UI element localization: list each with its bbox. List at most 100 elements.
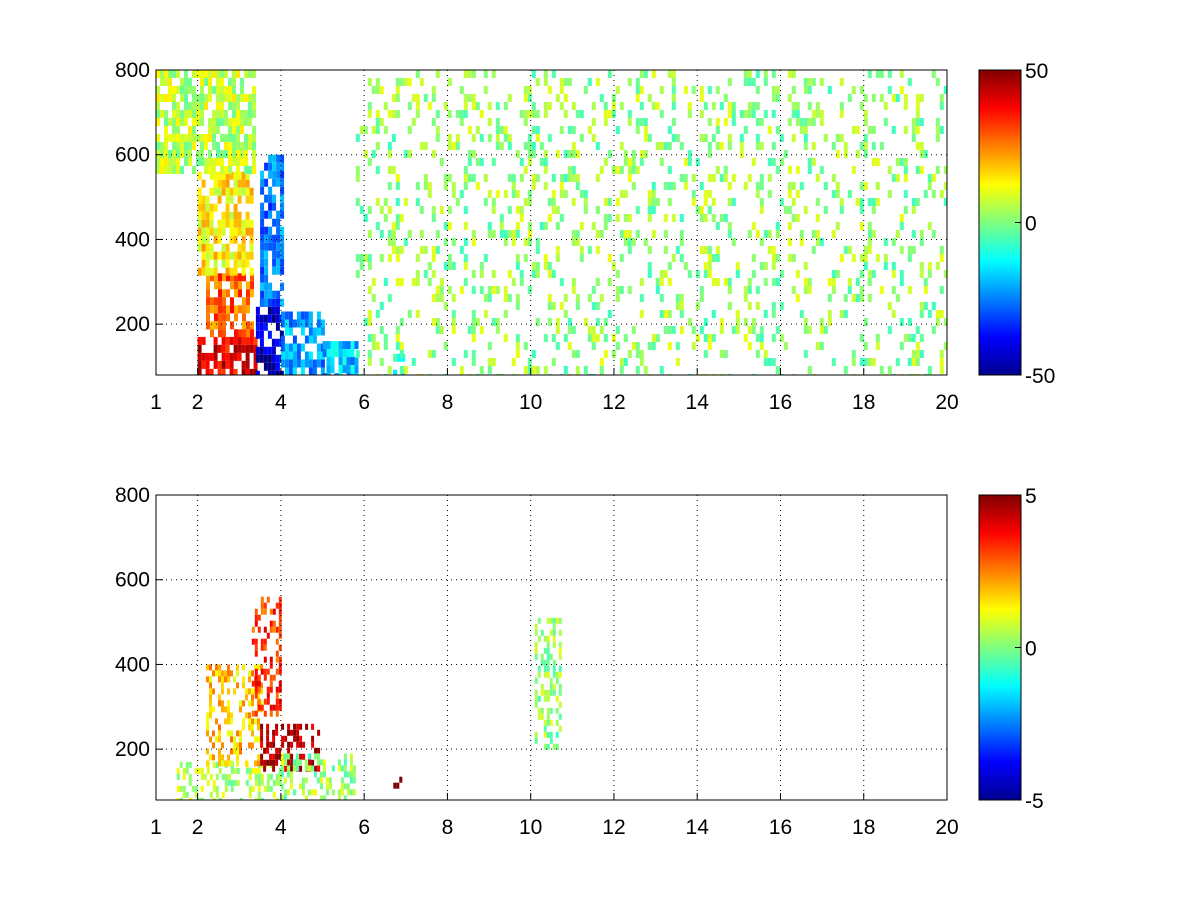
- heatmap-cell: [346, 789, 350, 796]
- heatmap-cell: [168, 86, 172, 94]
- heatmap-cell: [535, 126, 540, 134]
- heatmap-cell: [679, 310, 684, 318]
- heatmap-cell: [939, 190, 944, 198]
- heatmap-cell: [283, 759, 287, 766]
- heatmap-cell: [334, 373, 339, 375]
- heatmap-cell: [863, 110, 868, 118]
- heatmap-cell: [295, 753, 299, 760]
- heatmap-cell: [383, 102, 388, 110]
- heatmap-cell: [459, 86, 464, 94]
- heatmap-cell: [216, 150, 220, 158]
- heatmap-cell: [172, 166, 176, 174]
- heatmap-cell: [272, 626, 276, 633]
- heatmap-cell: [815, 174, 820, 182]
- heatmap-cell: [835, 134, 840, 142]
- heatmap-cell: [775, 126, 780, 134]
- heatmap-cell: [269, 620, 273, 627]
- heatmap-cell: [939, 126, 944, 134]
- heatmap-cell: [859, 358, 864, 366]
- heatmap-cell: [266, 759, 270, 766]
- heatmap-cell: [201, 336, 206, 345]
- x-tick-label: 4: [275, 816, 287, 839]
- heatmap-cell: [403, 238, 408, 246]
- heatmap-cell: [251, 670, 254, 677]
- heatmap-cell: [322, 341, 327, 350]
- heatmap-cell: [216, 78, 220, 86]
- heatmap-cell: [939, 102, 944, 110]
- heatmap-cell: [194, 791, 198, 798]
- heatmap-cell: [395, 78, 400, 86]
- heatmap-cell: [555, 326, 560, 334]
- heatmap-cell: [224, 670, 227, 677]
- heatmap-cell: [583, 190, 588, 198]
- heatmap-cell: [248, 785, 252, 792]
- heatmap-cell: [346, 373, 351, 375]
- heatmap-cell: [260, 735, 264, 742]
- heatmap-cell: [284, 359, 289, 368]
- bottom-heatmap-cells: [176, 596, 562, 800]
- heatmap-cell: [667, 310, 672, 318]
- heatmap-cell: [220, 110, 224, 118]
- heatmap-cell: [631, 238, 636, 246]
- heatmap-cell: [397, 353, 402, 362]
- heatmap-cell: [239, 736, 242, 743]
- heatmap-cell: [197, 203, 202, 212]
- heatmap-cell: [771, 142, 776, 150]
- heatmap-cell: [246, 305, 250, 314]
- heatmap-cell: [245, 344, 250, 353]
- heatmap-cell: [293, 735, 297, 742]
- heatmap-cell: [463, 70, 468, 78]
- heatmap-cell: [755, 102, 760, 110]
- heatmap-cell: [547, 214, 552, 222]
- heatmap-cell: [571, 166, 576, 174]
- heatmap-cell: [197, 368, 202, 375]
- heatmap-cell: [547, 102, 552, 110]
- heatmap-cell: [627, 110, 632, 118]
- heatmap-cell: [639, 86, 644, 94]
- heatmap-cell: [250, 329, 254, 338]
- heatmap-cell: [427, 278, 432, 286]
- heatmap-cell: [164, 94, 168, 102]
- heatmap-cell: [471, 326, 476, 334]
- heatmap-cell: [639, 350, 644, 358]
- heatmap-cell: [867, 358, 872, 366]
- heatmap-cell: [587, 78, 592, 86]
- heatmap-cell: [379, 86, 384, 94]
- heatmap-cell: [727, 286, 732, 294]
- heatmap-cell: [859, 286, 864, 294]
- heatmap-cell: [807, 366, 812, 374]
- heatmap-cell: [423, 174, 428, 182]
- heatmap-cell: [459, 246, 464, 254]
- heatmap-cell: [643, 366, 648, 374]
- heatmap-cell: [703, 262, 708, 270]
- heatmap-cell: [551, 206, 556, 214]
- heatmap-cell: [325, 789, 329, 796]
- heatmap-cell: [352, 771, 356, 778]
- heatmap-cell: [487, 222, 492, 230]
- heatmap-cell: [691, 190, 696, 198]
- heatmap-cell: [459, 190, 464, 198]
- heatmap-cell: [293, 723, 297, 730]
- heatmap-cell: [367, 310, 372, 318]
- heatmap-cell: [859, 294, 864, 302]
- heatmap-cell: [795, 110, 800, 118]
- heatmap-cell: [237, 352, 242, 361]
- heatmap-cell: [395, 246, 400, 254]
- heatmap-cell: [534, 695, 538, 702]
- heatmap-cell: [803, 142, 808, 150]
- heatmap-cell: [236, 670, 239, 677]
- heatmap-cell: [755, 286, 760, 294]
- heatmap-cell: [795, 102, 800, 110]
- heatmap-cell: [278, 602, 282, 609]
- heatmap-cell: [218, 676, 221, 683]
- heatmap-cell: [555, 719, 559, 726]
- heatmap-cell: [224, 150, 228, 158]
- heatmap-cell: [507, 134, 512, 142]
- heatmap-cell: [927, 366, 932, 374]
- heatmap-cell: [815, 230, 820, 238]
- heatmap-cell: [571, 126, 576, 134]
- heatmap-cell: [238, 305, 242, 314]
- heatmap-cell: [393, 782, 397, 789]
- heatmap-cell: [839, 206, 844, 214]
- heatmap-cell: [222, 297, 226, 306]
